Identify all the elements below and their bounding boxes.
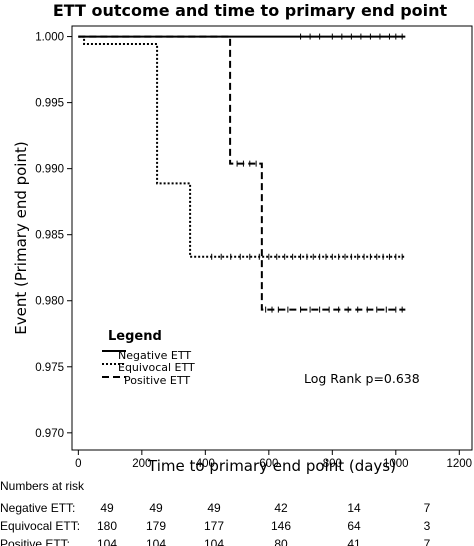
legend-entry-positive: Positive ETT <box>102 374 190 387</box>
y-axis: 0.970 0.975 0.980 0.985 0.990 0.995 1.000 <box>35 32 72 440</box>
risk-cell: 179 <box>146 519 166 533</box>
y-axis-title: Event (Primary end point) <box>12 141 30 334</box>
risk-cell: 64 <box>347 519 361 533</box>
risk-cell: 42 <box>274 501 288 515</box>
risk-cell: 7 <box>424 537 431 546</box>
risk-cell: 49 <box>100 501 114 515</box>
risk-cell: 49 <box>207 501 221 515</box>
plot-frame <box>71 25 473 451</box>
risk-cell: 3 <box>424 519 431 533</box>
x-tick-label: 800 <box>323 458 342 470</box>
x-tick-label: 400 <box>196 458 215 470</box>
legend-label-equivocal: Equivocal ETT <box>118 361 195 374</box>
log-rank-annotation: Log Rank p=0.638 <box>304 371 420 386</box>
legend-label-positive: Positive ETT <box>124 374 190 387</box>
risk-table-title: Numbers at risk <box>0 479 85 493</box>
chart-title: ETT outcome and time to primary end poin… <box>53 1 448 20</box>
legend-title: Legend <box>108 329 162 344</box>
x-tick-label: 1200 <box>447 458 473 470</box>
y-tick-label: 0.975 <box>35 362 64 374</box>
risk-row-label: Equivocal ETT: <box>0 519 80 533</box>
risk-cell: 49 <box>149 501 163 515</box>
legend: Legend Negative ETT Equivocal ETT Positi… <box>102 329 195 387</box>
legend-entry-equivocal: Equivocal ETT <box>102 361 195 374</box>
x-tick-label: 200 <box>132 458 151 470</box>
series-layer <box>78 33 406 313</box>
risk-cell: 80 <box>274 537 288 546</box>
y-tick-label: 0.985 <box>35 230 64 242</box>
risk-table-rows: Negative ETT: 49 49 49 42 14 7 Equivocal ETT: 18… <box>0 501 431 546</box>
risk-row-label: Positive ETT: <box>0 537 70 546</box>
x-tick-label: 0 <box>75 458 81 470</box>
y-tick-label: 1.000 <box>35 32 64 44</box>
risk-cell: 177 <box>204 519 224 533</box>
risk-cell: 146 <box>271 519 291 533</box>
y-tick-label: 0.970 <box>35 428 64 440</box>
series-line-equivocal-ett <box>78 35 406 258</box>
risk-cell: 180 <box>97 519 117 533</box>
x-tick-label: 1000 <box>383 458 409 470</box>
y-tick-label: 0.980 <box>35 296 64 308</box>
risk-cell: 104 <box>146 537 166 546</box>
risk-row-label: Negative ETT: <box>0 501 75 515</box>
legend-entry-negative: Negative ETT <box>102 349 191 362</box>
y-tick-label: 0.995 <box>35 98 64 110</box>
x-tick-label: 600 <box>259 458 278 470</box>
legend-label-negative: Negative ETT <box>118 349 191 362</box>
risk-cell: 104 <box>204 537 224 546</box>
x-axis-title: Time to primary end point (days) <box>147 457 396 475</box>
y-tick-label: 0.990 <box>35 164 64 176</box>
risk-cell: 7 <box>424 501 431 515</box>
series-line-positive-ett <box>78 35 406 311</box>
risk-cell: 14 <box>347 501 361 515</box>
risk-cell: 41 <box>347 537 361 546</box>
risk-table: Numbers at risk Negative ETT: 49 49 49 42 14 7… <box>0 479 431 546</box>
risk-cell: 104 <box>97 537 117 546</box>
x-axis: 0 200 400 600 800 1000 1200 <box>75 450 472 470</box>
